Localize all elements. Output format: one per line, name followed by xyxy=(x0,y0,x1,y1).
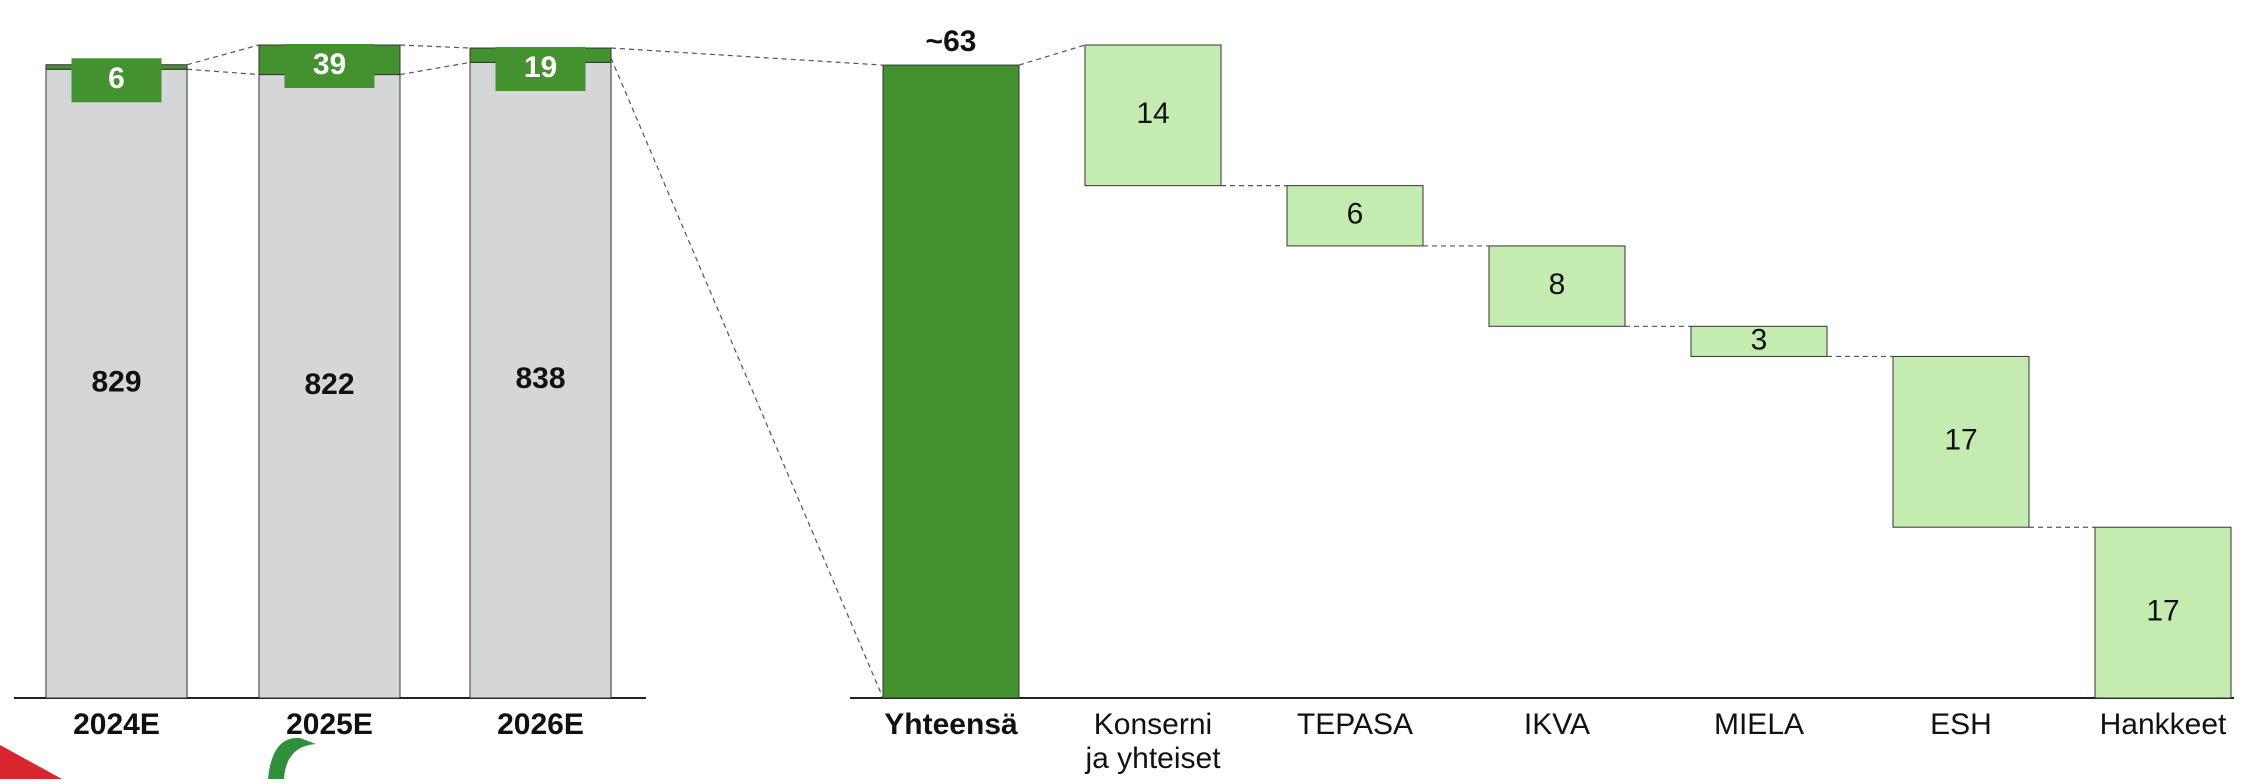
connector xyxy=(186,44,260,66)
data-label: 6 xyxy=(1347,198,1364,231)
step-bar xyxy=(1286,185,1424,247)
connector xyxy=(186,68,260,76)
x-tick-label: TEPASA xyxy=(1297,708,1413,741)
data-label: 822 xyxy=(304,368,354,401)
data-label: 829 xyxy=(91,366,141,399)
data-label: 17 xyxy=(1944,424,1977,457)
label-box xyxy=(284,44,375,88)
data-label: 39 xyxy=(313,48,346,81)
data-label: 17 xyxy=(2146,595,2179,628)
bar-segment xyxy=(258,74,401,699)
total-bar xyxy=(882,64,1020,699)
connector xyxy=(1018,44,1086,66)
x-tick-label: 2025E xyxy=(286,708,373,741)
data-label: 838 xyxy=(515,362,565,395)
bar-segment xyxy=(469,61,612,699)
x-tick-label: IKVA xyxy=(1524,708,1590,741)
x-tick-label: ESH xyxy=(1930,708,1992,741)
x-tick-label: 2024E xyxy=(73,708,160,741)
x-tick-label: MIELA xyxy=(1714,708,1804,741)
data-label: 14 xyxy=(1136,97,1169,130)
step-bar xyxy=(1892,355,2030,528)
data-label: ~63 xyxy=(926,25,977,58)
x-tick-label: Yhteensä xyxy=(884,708,1018,741)
x-tick-label: Hankkeet xyxy=(2100,708,2227,741)
step-bar xyxy=(2094,526,2232,699)
x-tick-label: 2026E xyxy=(497,708,584,741)
connector xyxy=(399,61,471,76)
label-box xyxy=(495,47,586,92)
data-label: 19 xyxy=(524,51,557,84)
data-label: 3 xyxy=(1751,323,1768,356)
connector xyxy=(399,44,471,49)
step-bar xyxy=(1488,245,1626,327)
data-label: 8 xyxy=(1549,268,1566,301)
logo-fragment xyxy=(268,737,316,779)
x-tick-label: Konserni ja yhteiset xyxy=(1084,708,1221,775)
data-label: 6 xyxy=(108,62,125,95)
connector xyxy=(610,57,884,699)
logo-fragment xyxy=(0,745,62,779)
step-bar xyxy=(1690,325,1828,357)
label-box xyxy=(71,58,162,103)
connector xyxy=(610,47,884,66)
step-bar xyxy=(1084,44,1222,187)
bar-segment xyxy=(45,68,188,699)
